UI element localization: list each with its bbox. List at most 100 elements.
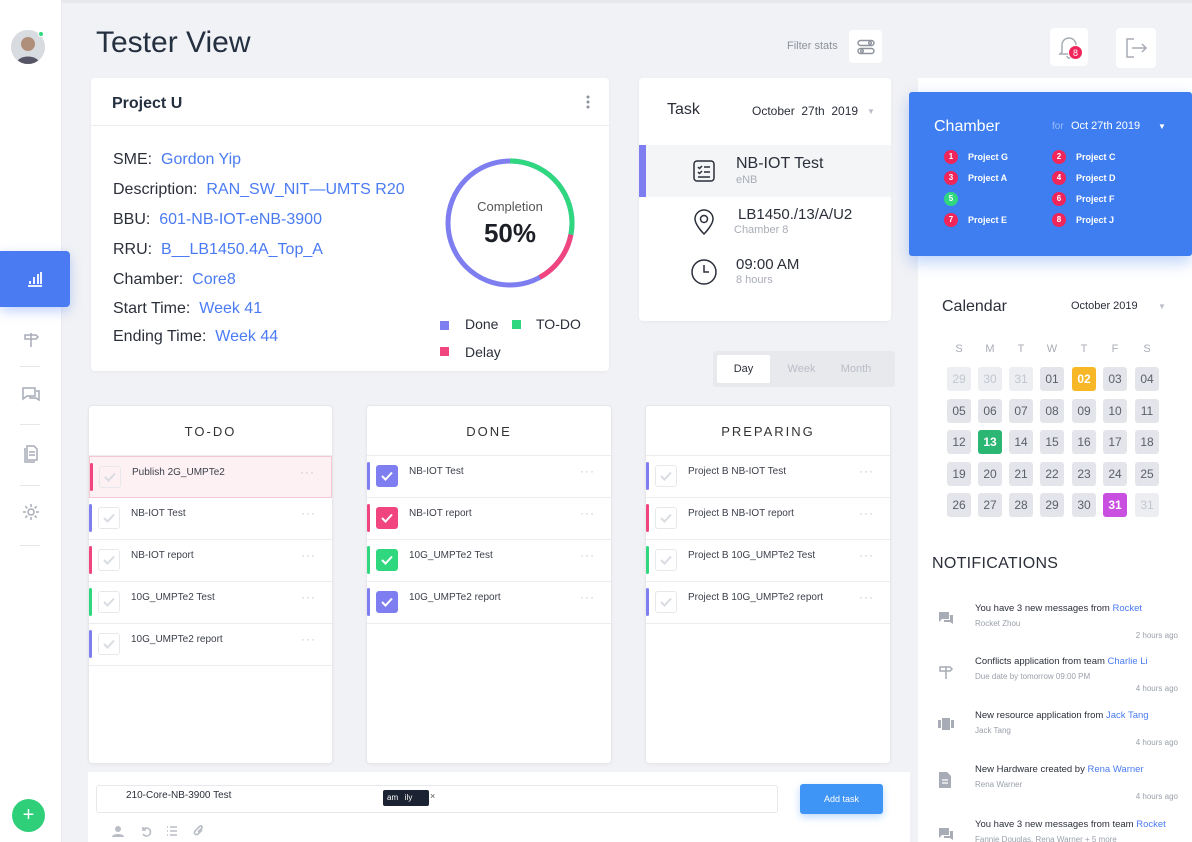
calendar-day[interactable]: 24 [1103, 461, 1127, 486]
add-button[interactable]: + [12, 799, 45, 832]
calendar-day[interactable]: 29 [947, 367, 971, 391]
task-checkbox[interactable] [376, 591, 398, 613]
calendar-day[interactable]: 09 [1072, 398, 1096, 423]
task-date[interactable]: October 27th 2019 [752, 104, 859, 118]
task-item[interactable]: 10G_UMPTe2 Test ··· [89, 582, 332, 624]
calendar-day[interactable]: 26 [947, 493, 971, 517]
sidebar-item-dashboard[interactable] [0, 251, 70, 307]
chamber-project-label[interactable]: Project A [968, 173, 1008, 183]
task-item[interactable]: 10G_UMPTe2 Test ··· [367, 540, 611, 582]
sidebar-item-signpost[interactable] [0, 312, 62, 368]
more-options-icon[interactable]: ··· [859, 464, 874, 478]
more-options-icon[interactable]: ··· [580, 464, 595, 478]
calendar-day[interactable]: 16 [1072, 430, 1096, 454]
task-checkbox[interactable] [655, 507, 677, 529]
tooltip-close-icon[interactable]: × [430, 791, 436, 801]
task-checkbox[interactable] [98, 633, 120, 655]
sidebar-item-settings[interactable] [0, 484, 62, 540]
more-options-icon[interactable]: ··· [859, 506, 874, 520]
calendar-month[interactable]: October 2019 [1071, 300, 1138, 312]
sidebar-item-documents[interactable] [0, 425, 62, 481]
tab-week[interactable]: Week [787, 363, 816, 375]
chamber-project-label[interactable]: Project E [968, 215, 1008, 225]
add-task-input[interactable]: 210-Core-NB-3900 Test am ily × [96, 785, 778, 813]
task-item[interactable]: Project B NB-IOT Test ··· [646, 456, 890, 498]
calendar-day[interactable]: 29 [1040, 493, 1064, 517]
calendar-day[interactable]: 11 [1135, 398, 1159, 423]
more-options-icon[interactable] [585, 94, 591, 110]
add-task-button[interactable]: Add task [800, 784, 883, 814]
calendar-day[interactable]: 30 [978, 367, 1002, 391]
calendar-day[interactable]: 22 [1040, 461, 1064, 486]
notification-item[interactable]: New resource application from Jack Tang J… [930, 710, 1180, 760]
calendar-day[interactable]: 23 [1072, 461, 1096, 486]
calendar-day[interactable]: 02 [1072, 367, 1096, 391]
task-checkbox[interactable] [655, 465, 677, 487]
notification-item[interactable]: New Hardware created by Rena Warner Rena … [930, 764, 1180, 814]
task-item[interactable]: NB-IOT report ··· [89, 540, 332, 582]
notification-link[interactable]: Rocket [1136, 819, 1166, 830]
more-options-icon[interactable]: ··· [301, 590, 316, 604]
more-options-icon[interactable]: ··· [859, 548, 874, 562]
task-checkbox[interactable] [98, 507, 120, 529]
calendar-day[interactable]: 08 [1040, 398, 1064, 423]
notification-link[interactable]: Rocket [1112, 603, 1143, 614]
sidebar-item-messages[interactable] [0, 366, 62, 422]
notification-link[interactable]: Jack Tang [1105, 710, 1149, 721]
notification-item[interactable]: You have 3 new messages from Rocket Rocke… [930, 603, 1180, 653]
calendar-day[interactable]: 31 [1103, 493, 1127, 517]
calendar-day[interactable]: 04 [1135, 367, 1159, 391]
more-options-icon[interactable]: ··· [580, 506, 595, 520]
calendar-day[interactable]: 07 [1009, 398, 1033, 423]
calendar-day[interactable]: 21 [1009, 461, 1033, 486]
notification-item[interactable]: Conflicts application from team Charlie … [930, 656, 1180, 706]
chamber-project-label[interactable]: Project G [968, 152, 1009, 162]
task-selected-row[interactable] [639, 145, 891, 197]
calendar-day[interactable]: 10 [1103, 398, 1127, 423]
calendar-day[interactable]: 18 [1135, 430, 1159, 454]
task-checkbox[interactable] [655, 549, 677, 571]
chevron-down-icon[interactable]: ▼ [867, 107, 875, 116]
calendar-day[interactable]: 17 [1103, 430, 1127, 454]
chevron-down-icon[interactable]: ▼ [1158, 122, 1166, 131]
task-item[interactable]: 10G_UMPTe2 report ··· [89, 624, 332, 666]
chamber-date[interactable]: Oct 27th 2019 [1071, 120, 1141, 132]
task-item[interactable]: Project B 10G_UMPTe2 report ··· [646, 582, 890, 624]
chamber-project-label[interactable]: Project F [1076, 194, 1115, 204]
chamber-project-label[interactable]: Project D [1076, 173, 1116, 183]
task-checkbox[interactable] [376, 507, 398, 529]
task-item[interactable]: NB-IOT report ··· [367, 498, 611, 540]
more-options-icon[interactable]: ··· [301, 548, 316, 562]
more-options-icon[interactable]: ··· [580, 590, 595, 604]
notification-link[interactable]: Rena Warner [1087, 764, 1144, 775]
task-checkbox[interactable] [98, 591, 120, 613]
calendar-day[interactable]: 13 [978, 430, 1002, 454]
more-options-icon[interactable]: ··· [300, 465, 315, 479]
task-item[interactable]: Project B NB-IOT report ··· [646, 498, 890, 540]
calendar-day[interactable]: 31 [1009, 367, 1033, 391]
tab-day[interactable]: Day [717, 355, 770, 383]
notification-item[interactable]: You have 3 new messages from team Rocket… [930, 819, 1180, 842]
task-checkbox[interactable] [98, 549, 120, 571]
calendar-day[interactable]: 27 [978, 493, 1002, 517]
task-checkbox[interactable] [376, 549, 398, 571]
calendar-day[interactable]: 15 [1040, 430, 1064, 454]
task-item[interactable]: Publish 2G_UMPTe2 ··· [89, 456, 332, 498]
calendar-day[interactable]: 30 [1072, 493, 1096, 517]
filter-stats-button[interactable] [849, 30, 882, 63]
calendar-day[interactable]: 20 [978, 461, 1002, 486]
calendar-day[interactable]: 28 [1009, 493, 1033, 517]
undo-icon[interactable] [140, 825, 152, 837]
calendar-day[interactable]: 14 [1009, 430, 1033, 454]
calendar-day[interactable]: 01 [1040, 367, 1064, 391]
task-item[interactable]: NB-IOT Test ··· [89, 498, 332, 540]
calendar-day[interactable]: 05 [947, 398, 971, 423]
task-checkbox[interactable] [655, 591, 677, 613]
task-item[interactable]: NB-IOT Test ··· [367, 456, 611, 498]
more-options-icon[interactable]: ··· [859, 590, 874, 604]
chevron-down-icon[interactable]: ▼ [1158, 302, 1166, 311]
list-icon[interactable] [166, 825, 178, 837]
notifications-button[interactable]: 8 [1050, 28, 1088, 66]
task-item[interactable]: Project B 10G_UMPTe2 Test ··· [646, 540, 890, 582]
more-options-icon[interactable]: ··· [301, 506, 316, 520]
